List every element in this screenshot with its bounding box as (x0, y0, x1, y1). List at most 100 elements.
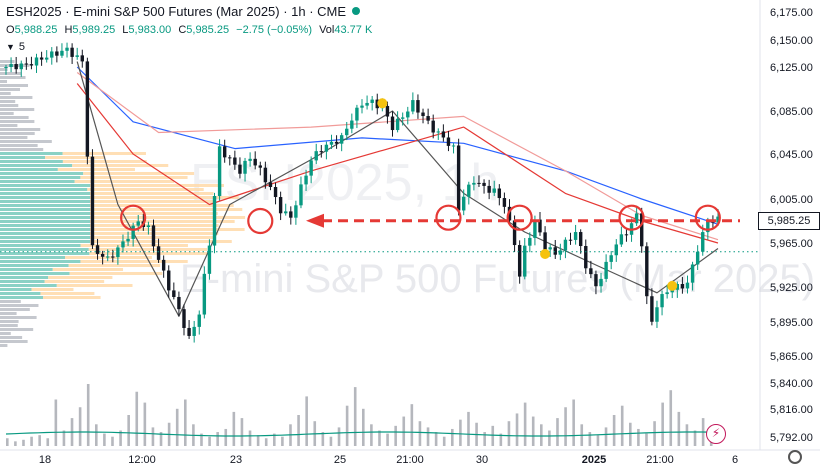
volume-profile-bar (80, 260, 188, 263)
candle-body (614, 244, 618, 256)
volume-value: 43.77 K (334, 24, 373, 36)
candle-body (568, 239, 573, 241)
candle-body (172, 290, 176, 297)
volume-profile-bar (90, 192, 214, 195)
candle-body (222, 146, 227, 158)
y-tick-label: 5,965.00 (770, 238, 813, 250)
volume-profile-bar (0, 172, 84, 175)
volume-profile-bar (90, 220, 235, 223)
volume-profile-bar (0, 272, 70, 275)
candle-body (685, 282, 690, 289)
volume-profile-bar (0, 124, 18, 127)
volume-profile-bar (0, 304, 39, 307)
candle-body (65, 47, 69, 51)
candle-body (375, 99, 379, 109)
x-tick-label: 2025 (582, 454, 606, 466)
volume-profile-bar (90, 200, 214, 203)
volume-bar (596, 435, 600, 446)
candle-body (228, 157, 232, 159)
volume-profile-bar (0, 112, 14, 115)
candle-body (446, 137, 451, 146)
gear-icon[interactable] (788, 450, 802, 464)
candle-body (563, 239, 568, 251)
volume-profile-bar (0, 120, 35, 123)
candle-body (90, 156, 95, 246)
volume-bar (410, 404, 414, 446)
volume-bar (451, 428, 454, 446)
volume-bar (402, 416, 406, 446)
y-tick-label: 6,045.00 (770, 149, 813, 161)
candle-body (706, 221, 710, 233)
volume-ma-line (5, 431, 710, 437)
candle-body (355, 107, 359, 121)
candle-body (609, 255, 613, 262)
volume-profile-bar (80, 244, 188, 247)
volume-bar (46, 438, 50, 446)
candle-body (238, 164, 242, 174)
volume-bar (337, 427, 341, 446)
volume-profile-bar (90, 240, 232, 243)
volume-profile-bar (0, 316, 37, 319)
highlight-circle (247, 207, 274, 235)
candle-body (106, 256, 110, 258)
volume-bar (208, 436, 211, 446)
candle-body (533, 219, 537, 238)
candle-body (309, 160, 313, 176)
low-value: 5,983.00 (128, 24, 172, 36)
candle-body (426, 116, 430, 121)
volume-profile-bar (31, 288, 74, 291)
candle-body (299, 184, 303, 206)
candle-body (390, 116, 395, 131)
candle-body (278, 197, 283, 214)
volume-bar (661, 402, 664, 446)
candle-body (55, 51, 59, 56)
indicators-toggle[interactable]: ▼ 5 (6, 41, 25, 53)
candle-body (472, 182, 476, 185)
volume-profile-bar (0, 128, 41, 131)
y-tick-label: 5,895.00 (770, 317, 813, 329)
volume-profile-bar (0, 164, 73, 167)
volume-profile-bar (48, 276, 113, 279)
volume-bar (669, 390, 673, 446)
candle-body (253, 158, 257, 166)
candle-body (14, 64, 18, 70)
candle-body (34, 57, 39, 66)
candle-body (436, 131, 440, 133)
arrow-head-icon (306, 213, 324, 228)
volume-profile-bar (0, 280, 45, 283)
candle-body (187, 327, 191, 336)
candle-body (324, 144, 329, 152)
candle-body (467, 184, 471, 197)
volume-profile-bar (90, 196, 239, 199)
volume-profile-bar (0, 80, 8, 83)
highlight-circle (435, 204, 462, 231)
candle-body (411, 100, 415, 112)
y-tick-label: 5,816.00 (770, 404, 813, 416)
volume-profile-bar (0, 148, 44, 151)
lightning-icon[interactable]: ⚡ (706, 424, 726, 444)
volume-profile-bar (0, 248, 89, 251)
volume-bar (353, 387, 357, 446)
volume-bar (540, 424, 543, 446)
candle-body (345, 128, 349, 136)
volume-bar (14, 441, 17, 446)
candle-body (523, 245, 527, 277)
volume-profile-bar (72, 164, 169, 167)
candle-body (680, 284, 685, 289)
change-value: −2.75 (−0.05%) (236, 24, 312, 36)
candle-body (589, 268, 593, 275)
volume-profile-bar (44, 280, 105, 283)
volume-profile-bar (0, 100, 16, 103)
volume-bar (426, 427, 430, 446)
volume-bar (86, 384, 90, 446)
candle-body (477, 182, 481, 184)
candle-body (80, 55, 84, 62)
volume-profile-bar (57, 168, 135, 171)
x-tick-label: 21:00 (646, 454, 674, 466)
ohlc-readout: O5,988.25 H5,989.25 L5,983.00 C5,985.25 … (6, 24, 376, 36)
volume-bar (151, 427, 155, 446)
candle-body (70, 47, 74, 57)
candle-body (161, 259, 166, 271)
volume-profile-bar (0, 132, 35, 135)
